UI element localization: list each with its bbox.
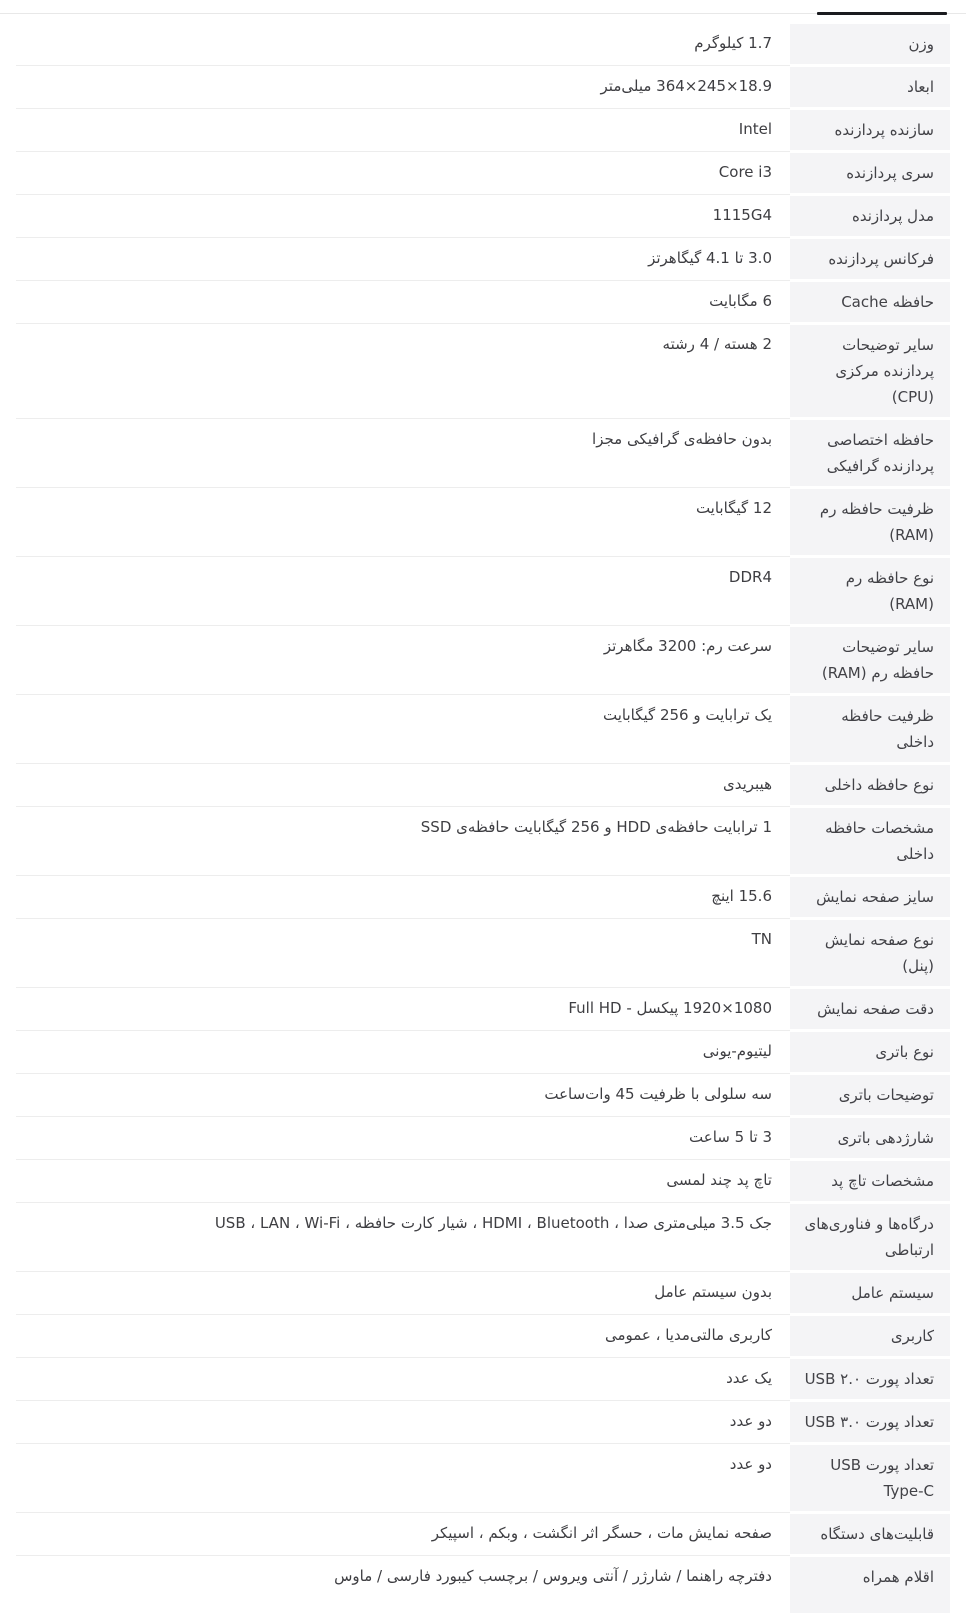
- spec-label: سایر توضیحات پردازنده مرکزی (CPU): [790, 324, 950, 419]
- spec-value: یک عدد: [16, 1358, 790, 1401]
- spec-row: ابعاد 18.9×245×364 میلی‌متر: [16, 66, 950, 109]
- tab-bar: [0, 0, 966, 15]
- spec-label: سری پردازنده: [790, 152, 950, 195]
- spec-value: 2 هسته / 4 رشته: [16, 324, 790, 419]
- spec-row: تعداد پورت USB ۲.۰ یک عدد: [16, 1358, 950, 1401]
- spec-value: تاچ پد چند لمسی: [16, 1160, 790, 1203]
- spec-value: DDR4: [16, 557, 790, 626]
- spec-row: سایر توضیحات پردازنده مرکزی (CPU) 2 هسته…: [16, 324, 950, 419]
- spec-label: نوع باتری: [790, 1031, 950, 1074]
- spec-value: 15.6 اینچ: [16, 876, 790, 919]
- spec-value: 1.7 کیلوگرم: [16, 23, 790, 66]
- spec-value: 1 ترابایت حافظه‌ی HDD و 256 گیگابایت حاف…: [16, 807, 790, 876]
- spec-label: تعداد پورت USB ۲.۰: [790, 1358, 950, 1401]
- spec-label: مشخصات تاچ پد: [790, 1160, 950, 1203]
- spec-value: جک 3.5 میلی‌متری صدا ، HDMI ، Bluetooth …: [16, 1203, 790, 1272]
- spec-row: سایر توضیحات حافظه رم (RAM) سرعت رم: 320…: [16, 626, 950, 695]
- spec-value: هیبریدی: [16, 764, 790, 807]
- spec-row: ظرفیت حافظه رم (RAM) 12 گیگابایت: [16, 488, 950, 557]
- spec-label: حافظه اختصاصی پردازنده گرافیکی: [790, 419, 950, 488]
- spec-value: کاربری مالتی‌مدیا ، عمومی: [16, 1315, 790, 1358]
- spec-row: شارژدهی باتری 3 تا 5 ساعت: [16, 1117, 950, 1160]
- spec-label: توضیحات باتری: [790, 1074, 950, 1117]
- spec-value: 1080×1920 پیکسل - Full HD: [16, 988, 790, 1031]
- spec-row: مشخصات حافظه داخلی 1 ترابایت حافظه‌ی HDD…: [16, 807, 950, 876]
- spec-row: سری پردازنده Core i3: [16, 152, 950, 195]
- spec-label: ظرفیت حافظه رم (RAM): [790, 488, 950, 557]
- spec-row: وزن 1.7 کیلوگرم: [16, 23, 950, 66]
- spec-row: تعداد پورت USB Type-C دو عدد: [16, 1444, 950, 1513]
- spec-row: سیستم عامل بدون سیستم عامل: [16, 1272, 950, 1315]
- spec-row: مشخصات تاچ پد تاچ پد چند لمسی: [16, 1160, 950, 1203]
- spec-row: نوع حافظه رم (RAM) DDR4: [16, 557, 950, 626]
- spec-label: تعداد پورت USB ۳.۰: [790, 1401, 950, 1444]
- spec-label: ابعاد: [790, 66, 950, 109]
- spec-row: نوع صفحه نمایش (پنل) TN: [16, 919, 950, 988]
- spec-value: بدون سیستم عامل: [16, 1272, 790, 1315]
- spec-table: وزن 1.7 کیلوگرم ابعاد 18.9×245×364 میلی‌…: [16, 23, 950, 1615]
- spec-row: ظرفیت حافظه داخلی یک ترابایت و 256 گیگاب…: [16, 695, 950, 764]
- spec-row: نوع باتری لیتیوم-یونی: [16, 1031, 950, 1074]
- active-tab-indicator: [817, 12, 947, 15]
- spec-label: درگاه‌ها و فناوری‌های ارتباطی: [790, 1203, 950, 1272]
- spec-row: سازنده پردازنده Intel: [16, 109, 950, 152]
- spec-label: سیستم عامل: [790, 1272, 950, 1315]
- spec-row: کاربری کاربری مالتی‌مدیا ، عمومی: [16, 1315, 950, 1358]
- spec-row: اقلام همراه دفترچه راهنما / شارژر / آنتی…: [16, 1556, 950, 1615]
- spec-row: نوع حافظه داخلی هیبریدی: [16, 764, 950, 807]
- spec-label: ظرفیت حافظه داخلی: [790, 695, 950, 764]
- spec-value: دفترچه راهنما / شارژر / آنتی ویروس / برچ…: [334, 1567, 772, 1585]
- spec-value: یک ترابایت و 256 گیگابایت: [16, 695, 790, 764]
- spec-row: سایز صفحه نمایش 15.6 اینچ: [16, 876, 950, 919]
- spec-value: Core i3: [16, 152, 790, 195]
- spec-label: مشخصات حافظه داخلی: [790, 807, 950, 876]
- spec-row: توضیحات باتری سه سلولی با ظرفیت 45 وات‌س…: [16, 1074, 950, 1117]
- spec-value: لیتیوم-یونی: [16, 1031, 790, 1074]
- spec-row: مدل پردازنده 1115G4: [16, 195, 950, 238]
- spec-value: 6 مگابایت: [16, 281, 790, 324]
- spec-label: اقلام همراه: [790, 1556, 950, 1615]
- spec-value: دو عدد: [16, 1401, 790, 1444]
- spec-value: TN: [16, 919, 790, 988]
- spec-label: شارژدهی باتری: [790, 1117, 950, 1160]
- spec-label: فرکانس پردازنده: [790, 238, 950, 281]
- spec-value: سه سلولی با ظرفیت 45 وات‌ساعت: [16, 1074, 790, 1117]
- spec-label: سایر توضیحات حافظه رم (RAM): [790, 626, 950, 695]
- spec-value: 3 تا 5 ساعت: [16, 1117, 790, 1160]
- spec-value: بدون حافظه‌ی گرافیکی مجزا: [16, 419, 790, 488]
- spec-label: تعداد پورت USB Type-C: [790, 1444, 950, 1513]
- spec-value: دو عدد: [16, 1444, 790, 1513]
- spec-label: کاربری: [790, 1315, 950, 1358]
- spec-label: دقت صفحه نمایش: [790, 988, 950, 1031]
- spec-value: Intel: [16, 109, 790, 152]
- spec-label: نوع حافظه رم (RAM): [790, 557, 950, 626]
- spec-label: نوع صفحه نمایش (پنل): [790, 919, 950, 988]
- spec-label: حافظه Cache: [790, 281, 950, 324]
- spec-row: حافظه اختصاصی پردازنده گرافیکی بدون حافظ…: [16, 419, 950, 488]
- spec-value: صفحه نمایش مات ، حسگر اثر انگشت ، وبکم ،…: [16, 1513, 790, 1556]
- spec-label: وزن: [790, 23, 950, 66]
- spec-label: سایز صفحه نمایش: [790, 876, 950, 919]
- spec-value: سرعت رم: 3200 مگاهرتز: [16, 626, 790, 695]
- spec-value: 18.9×245×364 میلی‌متر: [16, 66, 790, 109]
- spec-value: 3.0 تا 4.1 گیگاهرتز: [16, 238, 790, 281]
- spec-label: قابلیت‌های دستگاه: [790, 1513, 950, 1556]
- spec-row: دقت صفحه نمایش 1080×1920 پیکسل - Full HD: [16, 988, 950, 1031]
- spec-value: 12 گیگابایت: [16, 488, 790, 557]
- spec-value: 1115G4: [16, 195, 790, 238]
- spec-row: فرکانس پردازنده 3.0 تا 4.1 گیگاهرتز: [16, 238, 950, 281]
- spec-label: سازنده پردازنده: [790, 109, 950, 152]
- spec-row: قابلیت‌های دستگاه صفحه نمایش مات ، حسگر …: [16, 1513, 950, 1556]
- spec-row: تعداد پورت USB ۳.۰ دو عدد: [16, 1401, 950, 1444]
- spec-label: مدل پردازنده: [790, 195, 950, 238]
- spec-row: درگاه‌ها و فناوری‌های ارتباطی جک 3.5 میل…: [16, 1203, 950, 1272]
- spec-label: نوع حافظه داخلی: [790, 764, 950, 807]
- spec-row: حافظه Cache 6 مگابایت: [16, 281, 950, 324]
